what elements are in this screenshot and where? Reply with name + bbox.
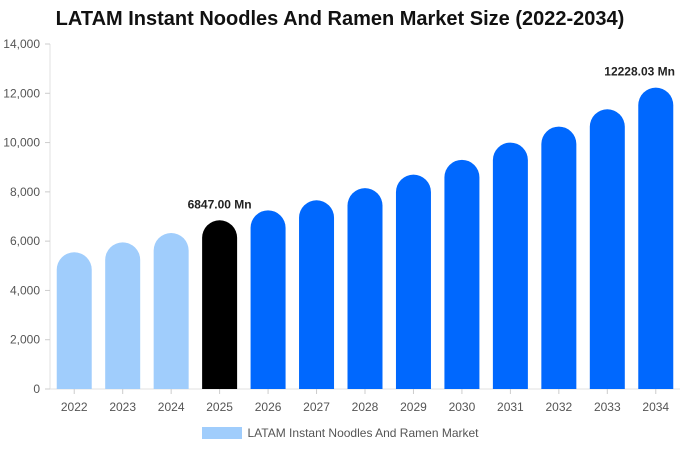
- y-tick-label: 14,000: [3, 37, 40, 51]
- x-tick-label: 2026: [255, 400, 282, 414]
- bar-2022: [56, 252, 92, 389]
- x-tick-label: 2023: [109, 400, 136, 414]
- x-tick-label: 2024: [158, 400, 185, 414]
- x-tick-label: 2030: [449, 400, 476, 414]
- bar-2031: [492, 142, 528, 389]
- bar-2027: [299, 200, 335, 389]
- bar-2024: [153, 233, 189, 389]
- bars: [56, 87, 674, 389]
- data-labels: 6847.00 Mn 12228.03 Mn: [188, 65, 675, 212]
- y-tick-label: 4,000: [10, 283, 40, 297]
- bar-2033: [589, 109, 625, 389]
- legend: LATAM Instant Noodles And Ramen Market: [0, 426, 680, 440]
- legend-swatch: [201, 427, 242, 439]
- x-tick-label: 2034: [642, 400, 669, 414]
- x-tick-label: 2025: [206, 400, 233, 414]
- bar-2032: [541, 126, 577, 389]
- bar-2030: [444, 159, 480, 389]
- x-tick-label: 2027: [303, 400, 330, 414]
- chart-title: LATAM Instant Noodles And Ramen Market S…: [55, 8, 625, 30]
- bar-2034: [638, 87, 674, 389]
- y-tick-label: 2,000: [10, 333, 40, 347]
- x-tick-label: 2031: [497, 400, 524, 414]
- y-tick-label: 6,000: [10, 234, 40, 248]
- bar-2025: [202, 220, 238, 389]
- y-tick-label: 12,000: [3, 86, 40, 100]
- x-tick-label: 2028: [352, 400, 379, 414]
- x-tick-label: 2032: [545, 400, 572, 414]
- bar-2026: [250, 210, 286, 389]
- x-tick-label: 2033: [594, 400, 621, 414]
- bar-2023: [105, 242, 141, 389]
- y-tick-label: 8,000: [10, 185, 40, 199]
- y-axis: 0 2,000 4,000 6,000 8,000 10,000 12,000 14,000: [3, 37, 51, 396]
- data-label: 12228.03 Mn: [604, 65, 675, 79]
- y-tick-label: 10,000: [3, 136, 40, 150]
- x-tick-label: 2029: [400, 400, 427, 414]
- x-axis: 2022 2023 2024 2025 2026 2027 2028 2029 2030 2031…: [50, 388, 680, 414]
- bar-2029: [395, 174, 431, 389]
- bar-2028: [347, 188, 383, 389]
- data-label: 6847.00 Mn: [188, 197, 252, 211]
- x-tick-label: 2022: [61, 400, 88, 414]
- y-tick-label: 0: [33, 382, 40, 396]
- legend-label: LATAM Instant Noodles And Ramen Market: [247, 426, 479, 440]
